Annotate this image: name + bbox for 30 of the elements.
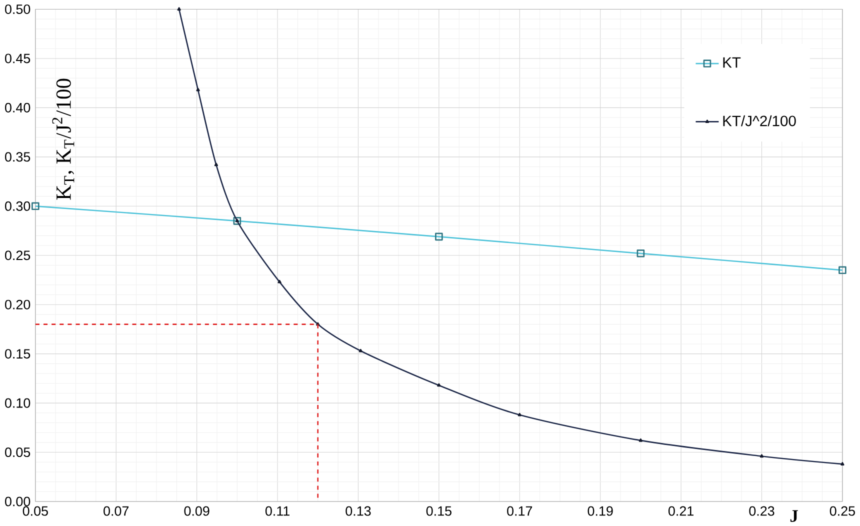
point — [638, 438, 643, 442]
x-tick-label: 0.17 — [507, 506, 532, 516]
y-tick-label: 0.35 — [5, 152, 30, 162]
y-tick-label: 0.15 — [5, 348, 30, 358]
legend-label: KT/J^2/100 — [723, 115, 796, 126]
x-tick-label: 0.09 — [184, 506, 210, 516]
y-tick-label: 0.05 — [5, 447, 30, 457]
y-tick-label: 0.00 — [5, 496, 30, 506]
x-tick-label: 0.21 — [668, 506, 694, 516]
x-tick-label: 0.23 — [749, 506, 774, 516]
y-tick-label: 0.40 — [5, 102, 30, 112]
point — [196, 88, 200, 92]
legend-label: KT — [723, 57, 741, 68]
point — [278, 280, 282, 284]
y-tick-label: 0.30 — [5, 201, 30, 211]
x-tick-label: 0.13 — [346, 506, 371, 516]
x-tick-label: 0.11 — [265, 506, 290, 516]
y-axis-title: K$_{T}$, K$_{T}$/J$^{2}$/100 — [52, 78, 74, 200]
x-tick-label: 0.15 — [426, 506, 452, 516]
x-axis-title: J — [790, 510, 798, 522]
y-tick-label: 0.45 — [5, 54, 30, 64]
y-tick-label: 0.10 — [5, 398, 30, 408]
x-tick-label: 0.25 — [830, 506, 855, 516]
x-tick-label: 0.07 — [104, 506, 129, 516]
point — [235, 218, 240, 222]
x-tick-label: 0.05 — [22, 506, 48, 516]
y-tick-label: 0.50 — [5, 4, 30, 14]
y-tick-label: 0.20 — [5, 300, 30, 310]
y-tick-label: 0.25 — [5, 250, 30, 260]
x-tick-label: 0.19 — [588, 506, 613, 516]
